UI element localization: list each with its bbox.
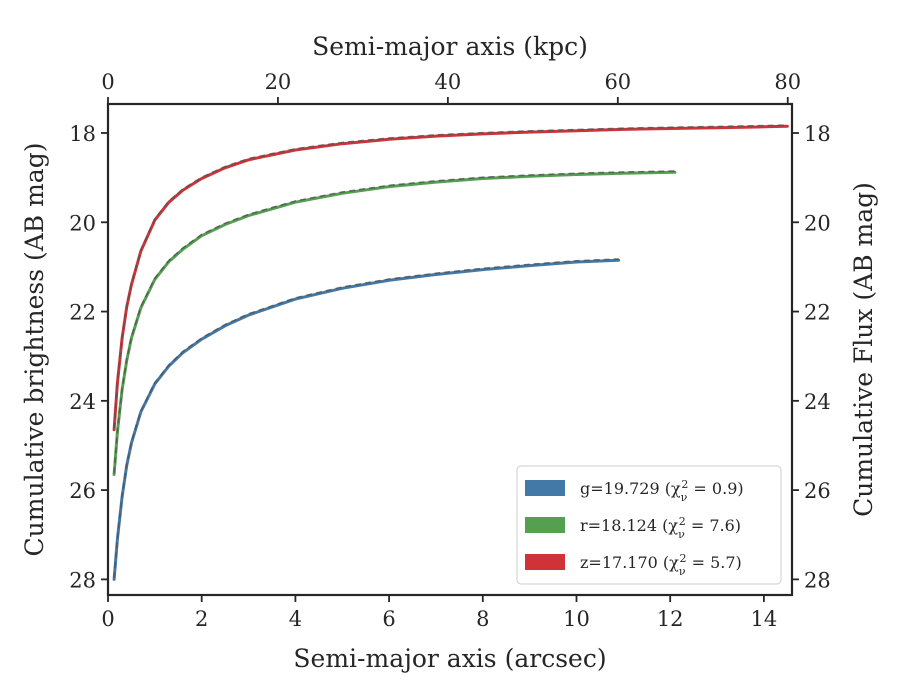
x2-axis-label: Semi-major axis (kpc) [312,32,588,61]
y-tick-label-1: 20 [69,211,96,235]
y-tick-label-2: 22 [69,301,96,325]
legend-label-2: z=17.170 (χ [580,553,679,572]
series-line-0 [112,258,621,581]
y2-tick-label-0: 18 [804,122,831,146]
legend-value-1: = 7.6) [686,516,741,535]
y2-axis-label: Cumulative Flux (AB mag) [849,182,878,517]
legend-entry-2: z=17.170 (χν2 = 5.7) [580,552,742,578]
legend-value-0: = 0.9) [688,479,743,498]
series-line-1 [112,170,677,476]
x2-tick-label-3: 60 [604,70,631,94]
legend-superscript-0: 2 [681,478,688,491]
y2-tick-label-1: 20 [804,211,831,235]
x-tick-label-7: 14 [751,607,778,631]
y-tick-label-0: 18 [69,122,96,146]
x-tick-label-0: 0 [101,607,114,631]
y2-tick-label-4: 26 [804,479,831,503]
x-tick-label-1: 2 [195,607,208,631]
x-tick-label-2: 4 [289,607,302,631]
y2-tick-label-2: 22 [804,301,831,325]
y-tick-label-3: 24 [69,390,96,414]
legend-label-1: r=18.124 (χ [580,516,678,535]
x2-tick-label-2: 40 [435,70,462,94]
legend-subscript-0: ν [681,491,688,504]
x-tick-label-4: 8 [476,607,489,631]
legend: g=19.729 (χν2 = 0.9)r=18.124 (χν2 = 7.6)… [516,465,782,585]
legend-value-2: = 5.7) [687,553,742,572]
legend-entry-1: r=18.124 (χν2 = 7.6) [580,515,741,541]
legend-entry-0: g=19.729 (χν2 = 0.9) [580,478,744,504]
y2-tick-label-3: 24 [804,390,831,414]
plot-area [112,124,789,581]
x2-tick-label-0: 0 [101,70,114,94]
x-tick-label-3: 6 [382,607,395,631]
x-tick-label-5: 10 [563,607,590,631]
x2-tick-label-4: 80 [774,70,801,94]
x-tick-label-6: 12 [657,607,684,631]
legend-subscript-1: ν [678,528,685,541]
legend-superscript-1: 2 [679,515,686,528]
legend-label-0: g=19.729 (χ [580,479,681,498]
y-axis-label: Cumulative brightness (AB mag) [20,143,49,557]
legend-subscript-2: ν [679,565,686,578]
plot-frame [106,102,794,597]
series-model-line-0 [113,258,619,579]
x2-tick-label-1: 20 [265,70,292,94]
legend-swatch-1 [525,517,565,533]
legend-box [516,465,782,585]
y-tick-label-4: 26 [69,479,96,503]
legend-swatch-0 [525,480,565,496]
legend-superscript-2: 2 [680,552,687,565]
y-tick-label-5: 28 [69,568,96,592]
y2-tick-label-5: 28 [804,568,831,592]
series-model-line-2 [113,124,788,429]
x-axis-label: Semi-major axis (arcsec) [293,644,606,673]
legend-swatch-2 [525,554,565,570]
series-model-line-1 [113,170,675,474]
